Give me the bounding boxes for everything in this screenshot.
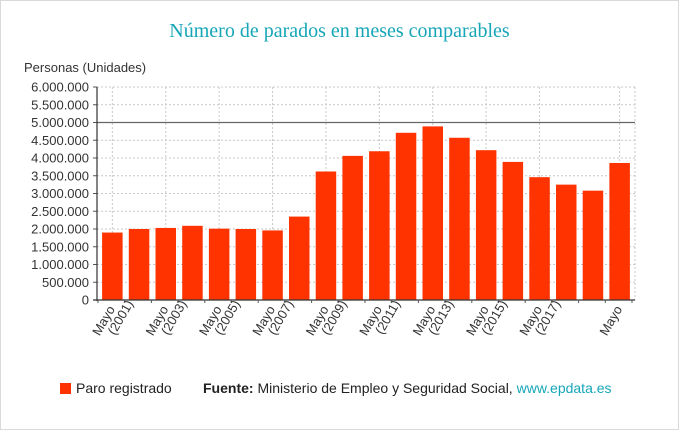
y-tick-label: 500.000 [42, 275, 89, 290]
y-tick-label: 2.000.000 [31, 222, 89, 237]
bar [449, 137, 470, 300]
bar [235, 229, 257, 300]
bar [315, 171, 337, 300]
x-tick-label-line: Mayo [596, 303, 625, 338]
source-link[interactable]: www.epdata.es [516, 380, 612, 396]
bar [395, 132, 417, 300]
bar [208, 228, 230, 300]
bar [369, 151, 390, 300]
source-text: Ministerio de Empleo y Seguridad Social, [257, 380, 513, 396]
source-note: Fuente: Ministerio de Empleo y Seguridad… [203, 380, 612, 396]
legend: Paro registrado [60, 380, 172, 396]
y-tick-label: 1.000.000 [31, 257, 89, 272]
bar [342, 155, 363, 300]
source-prefix: Fuente: [203, 380, 254, 396]
bar [609, 162, 630, 300]
bar [422, 126, 443, 300]
y-tick-label: 5.500.000 [31, 97, 89, 112]
y-tick-label: 5.000.000 [31, 115, 89, 130]
legend-label: Paro registrado [76, 380, 172, 396]
y-tick-label: 1.500.000 [31, 239, 89, 254]
bar [262, 230, 283, 300]
y-tick-label: 3.500.000 [31, 168, 89, 183]
bar [128, 229, 150, 300]
y-tick-label: 6.000.000 [31, 80, 89, 95]
y-tick-label: 2.500.000 [31, 204, 89, 219]
bar [582, 190, 604, 300]
bar [289, 216, 310, 300]
legend-swatch [60, 383, 71, 394]
bars-layer [102, 126, 630, 300]
bar [475, 150, 497, 300]
bar [529, 177, 550, 300]
bar [556, 184, 577, 300]
chart-title: Número de parados en meses comparables [169, 20, 510, 42]
y-tick-label: 4.000.000 [31, 151, 89, 166]
axis-layer [93, 86, 635, 303]
bar [155, 227, 176, 300]
y-tick-label: 0 [82, 293, 89, 308]
y-tick-label: 3.000.000 [31, 186, 89, 201]
grid-layer [97, 86, 636, 300]
x-tick-label: Mayo [596, 303, 625, 338]
bar [102, 232, 123, 300]
y-axis-label: Personas (Unidades) [24, 60, 147, 75]
y-tick-labels: 0 500.000 1.000.000 1.500.000 2.000.000 2.500… [31, 80, 89, 308]
y-tick-label: 4.500.000 [31, 133, 89, 148]
bar [502, 161, 524, 300]
bar [182, 225, 203, 300]
